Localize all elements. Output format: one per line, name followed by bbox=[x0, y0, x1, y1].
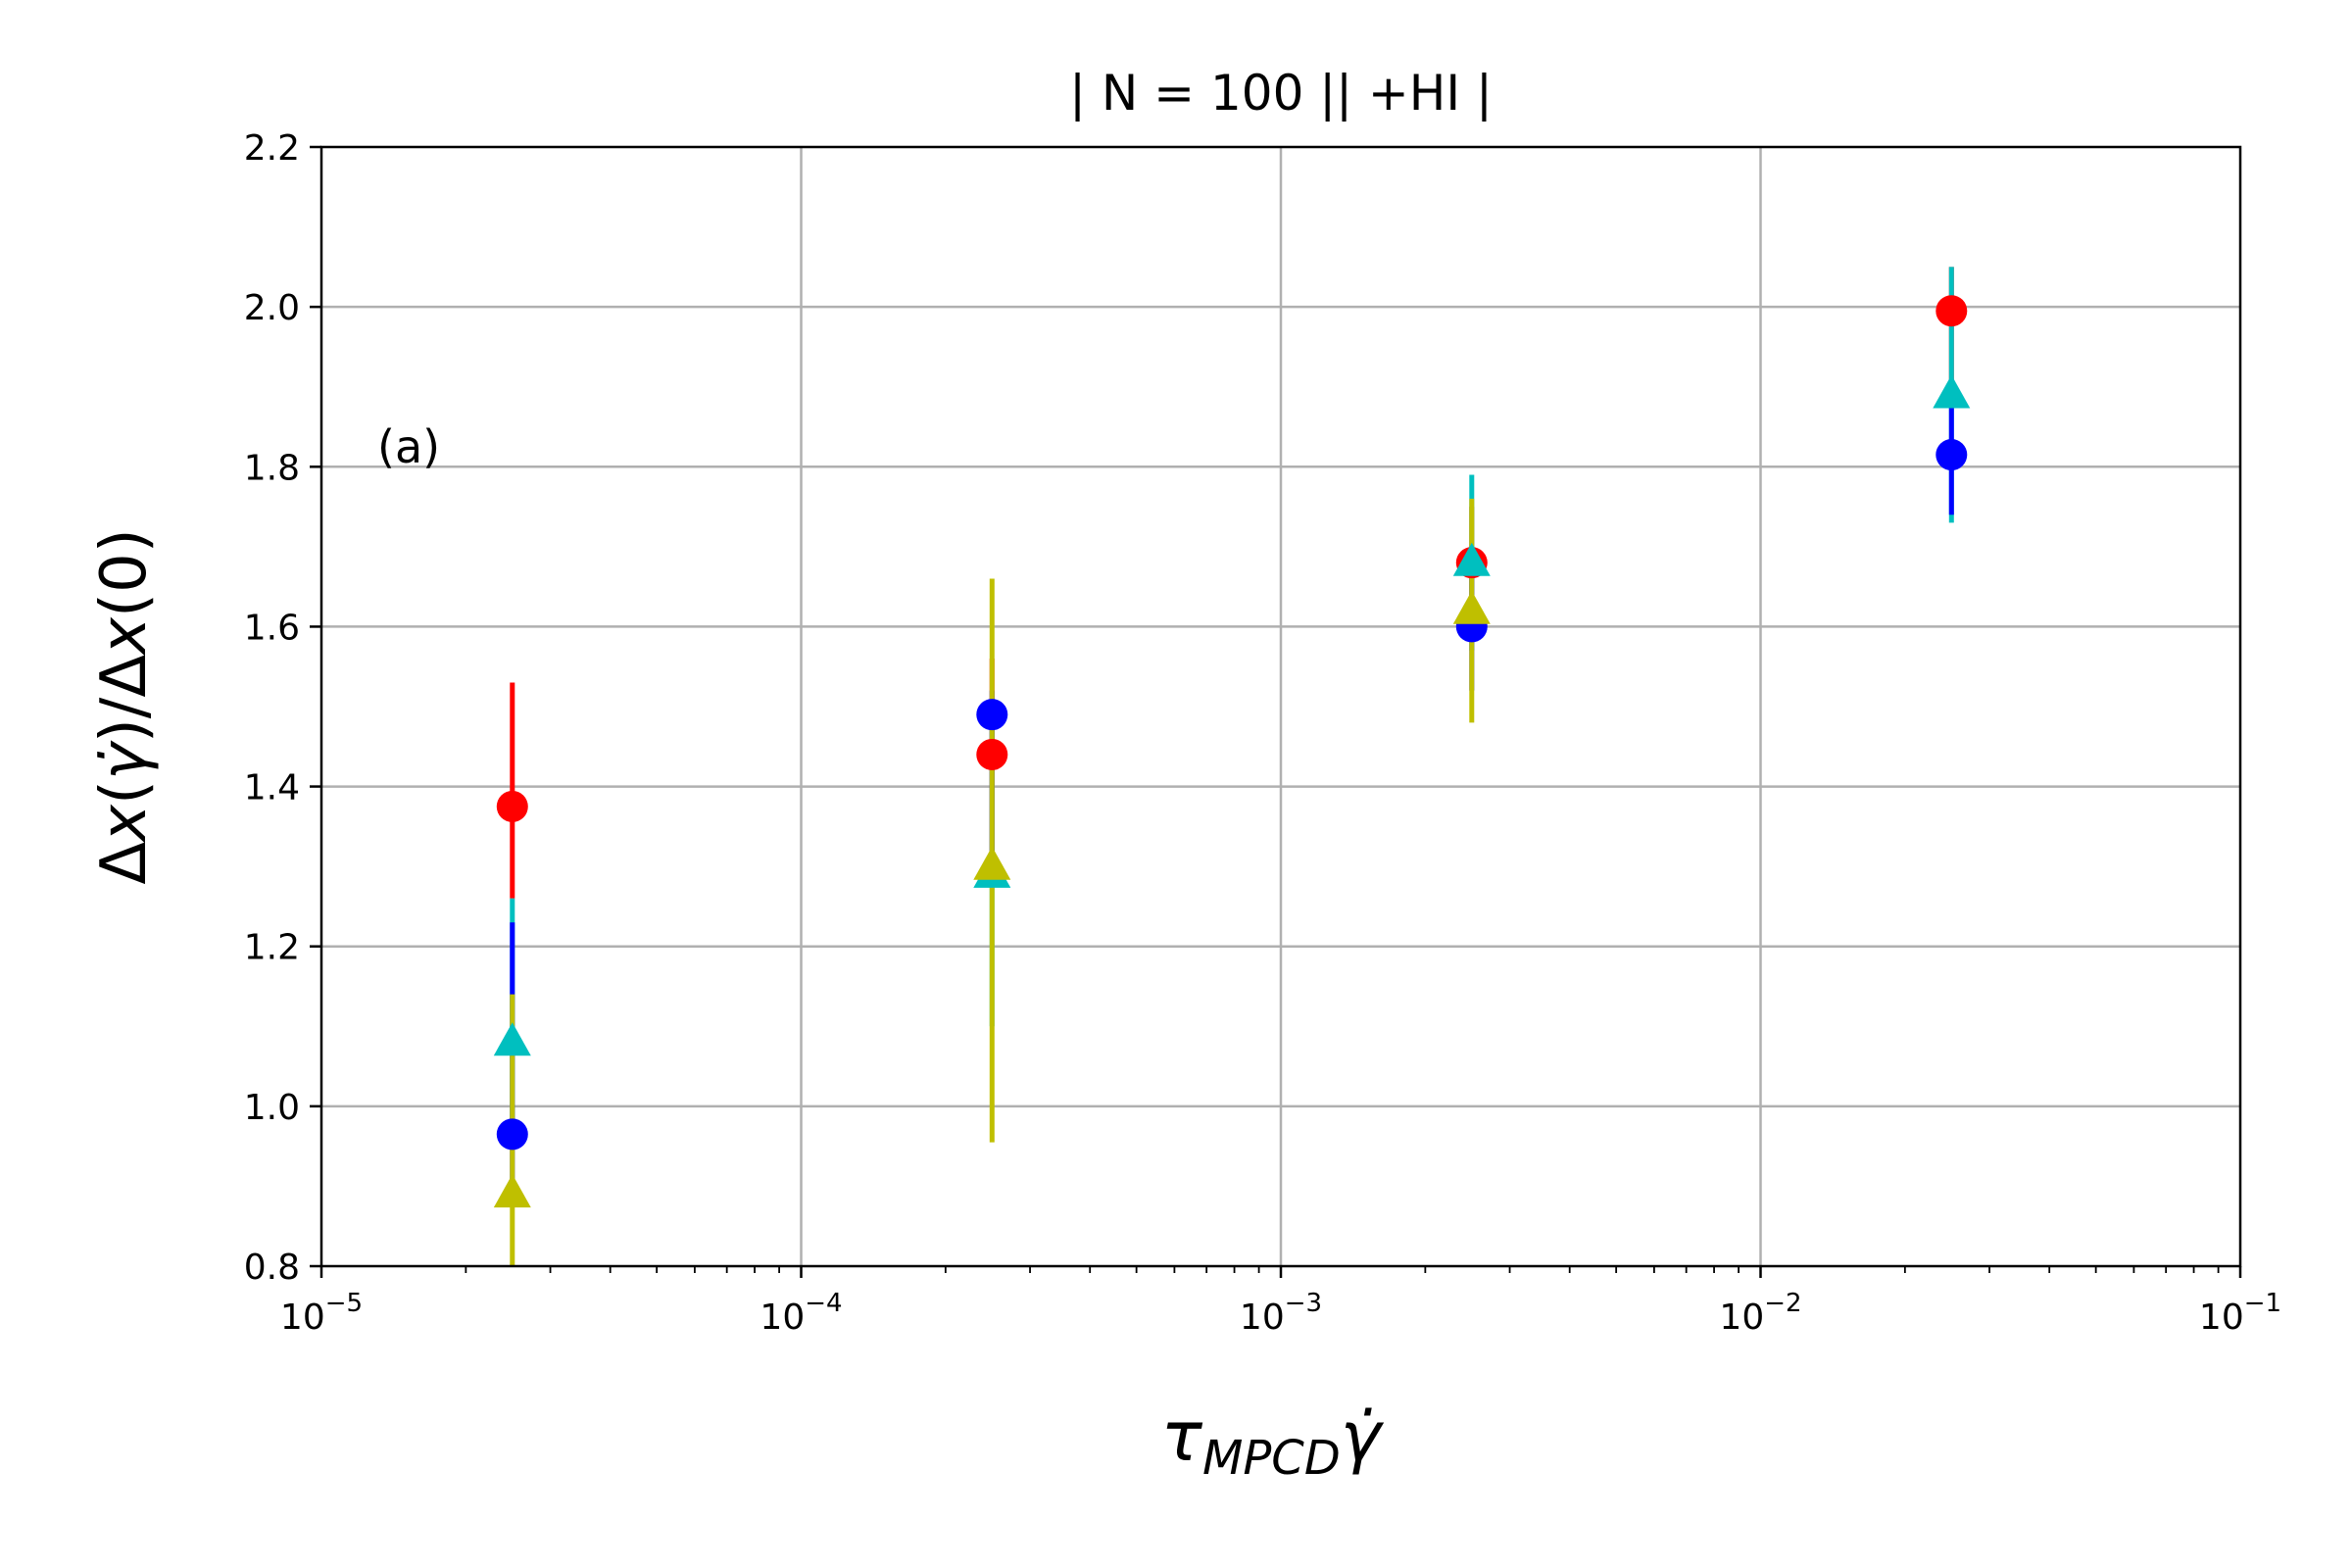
x-tick-label: 10−1 bbox=[2199, 1289, 2281, 1338]
y-tick-label: 1.0 bbox=[244, 1088, 300, 1128]
y-tick-label: 1.2 bbox=[244, 928, 300, 968]
data-point-triangle bbox=[1452, 590, 1491, 624]
data-point-circle bbox=[496, 1118, 528, 1151]
data-point-circle bbox=[1936, 439, 1968, 471]
data-point-triangle bbox=[1933, 374, 1971, 409]
x-tick-label: 10−2 bbox=[1719, 1289, 1801, 1338]
plot-frame bbox=[319, 145, 2242, 1268]
data-point-circle bbox=[976, 738, 1008, 770]
x-tick-label: 10−5 bbox=[280, 1289, 363, 1338]
data-point-triangle bbox=[973, 846, 1011, 880]
data-point-triangle bbox=[493, 1174, 531, 1208]
y-tick-label: 0.8 bbox=[244, 1248, 300, 1288]
tick-labels: 10−5 10−4 10−3 10−2 10−1 0.8 1.0 1.2 1.4 1.6 1.8 2.… bbox=[244, 128, 2281, 1338]
data-point-triangle bbox=[493, 1022, 531, 1056]
data-point-circle bbox=[496, 790, 528, 822]
data-point-circle bbox=[976, 699, 1008, 731]
major-ticks bbox=[310, 145, 2242, 1278]
annotation-a: (a) bbox=[377, 420, 440, 473]
y-axis-label: Δx(γ̇)/Δx(0) bbox=[88, 528, 161, 884]
chart-title: | N = 100 || +HI | bbox=[1069, 65, 1493, 122]
data-markers bbox=[493, 295, 1971, 1208]
y-tick-label: 2.2 bbox=[244, 128, 300, 169]
y-tick-label: 1.4 bbox=[244, 768, 300, 808]
data-point-circle bbox=[1936, 295, 1968, 327]
y-tick-label: 2.0 bbox=[244, 288, 300, 328]
y-tick-label: 1.6 bbox=[244, 608, 300, 648]
x-axis-label: τMPCDγ̇ bbox=[1161, 1396, 1385, 1486]
data-point-triangle bbox=[1452, 542, 1491, 576]
x-tick-label: 10−4 bbox=[760, 1289, 842, 1338]
grid bbox=[321, 147, 2240, 1266]
y-tick-label: 1.8 bbox=[244, 448, 300, 488]
x-tick-label: 10−3 bbox=[1240, 1289, 1322, 1338]
